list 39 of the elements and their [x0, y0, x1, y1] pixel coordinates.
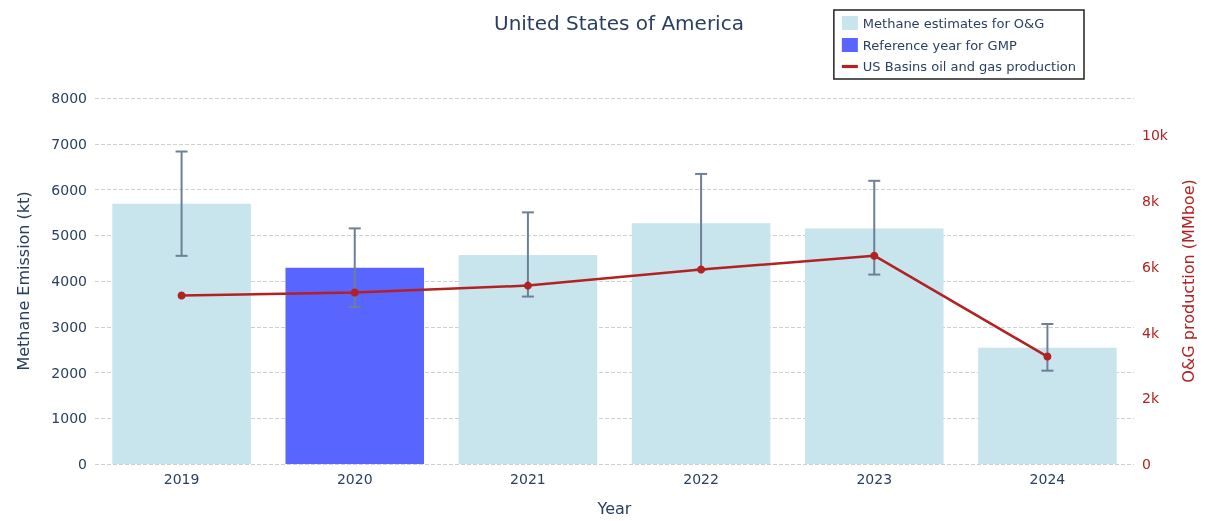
y2-tick-label: 0 — [1142, 456, 1151, 472]
y-axis-title: Methane Emission (kt) — [13, 191, 33, 371]
point — [177, 291, 186, 300]
x-tick-label: 2019 — [163, 471, 200, 487]
point — [523, 281, 532, 290]
y-tick-label: 6000 — [51, 181, 87, 198]
y-tick-label: 5000 — [51, 227, 87, 244]
legend-label: Methane estimates for O&G — [862, 15, 1045, 31]
y-tick-label: 2000 — [51, 364, 87, 381]
bar — [458, 254, 598, 464]
bar — [631, 223, 771, 464]
y-tick-label: 8000 — [51, 90, 87, 106]
bar — [978, 347, 1117, 464]
legend-label: US Basins oil and gas production — [862, 59, 1077, 74]
x-tick-label: 2024 — [1029, 471, 1066, 487]
x-axis-title: Year — [596, 498, 632, 518]
y-tick-label: 0 — [78, 456, 87, 472]
bar — [285, 267, 425, 464]
point — [870, 251, 879, 260]
y2-tick-label: 4k — [1142, 324, 1160, 341]
legend-label: Reference year for GMP — [862, 37, 1017, 53]
y-tick-label: 1000 — [51, 410, 87, 427]
y2-axis-title: O&G production (MMboe) — [1178, 179, 1198, 383]
point — [1043, 352, 1052, 361]
y2-tick-label: 6k — [1142, 258, 1160, 275]
x-tick-label: 2021 — [510, 471, 546, 487]
x-tick-label: 2023 — [856, 471, 893, 487]
y2-tick-label: 10k — [1142, 127, 1169, 144]
point — [350, 288, 359, 297]
x-tick-label: 2022 — [683, 471, 719, 487]
bar — [804, 228, 944, 464]
chart-title: United States of America — [494, 11, 744, 35]
y-tick-label: 3000 — [51, 318, 87, 335]
bar — [112, 203, 251, 464]
y2-tick-label: 8k — [1142, 193, 1160, 210]
x-tick-label: 2020 — [336, 471, 373, 487]
y-tick-label: 7000 — [51, 135, 87, 152]
y2-tick-label: 2k — [1142, 390, 1160, 407]
y-tick-label: 4000 — [51, 273, 87, 289]
